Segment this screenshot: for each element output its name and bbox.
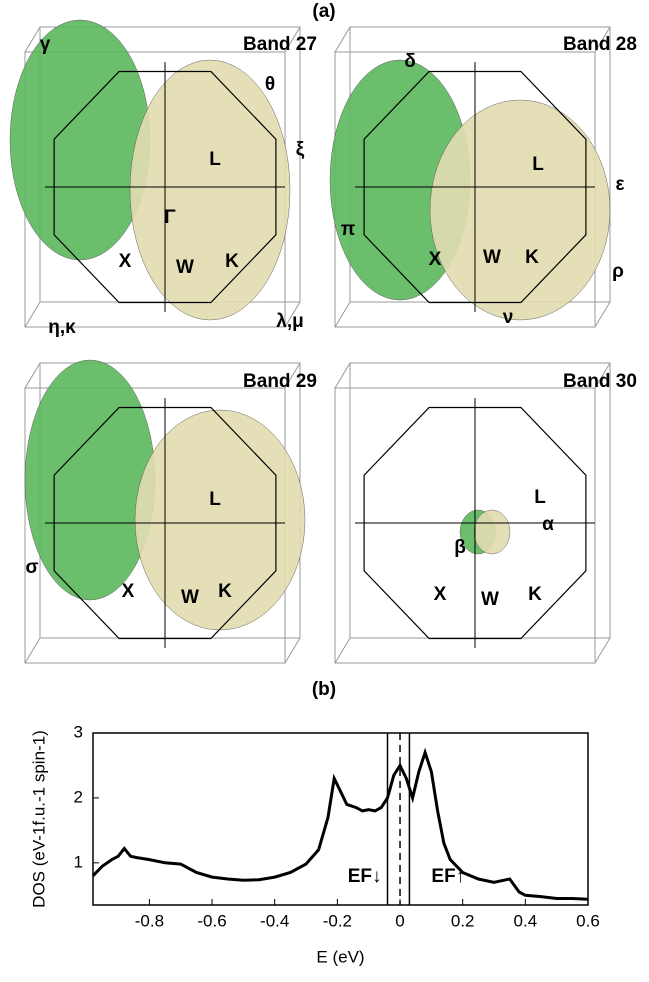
symmetry-label: L	[532, 154, 544, 175]
symmetry-label: Γ	[164, 207, 176, 228]
panel-edge	[334, 301, 351, 328]
panel-edge	[24, 26, 41, 53]
symmetry-label: X	[122, 581, 135, 602]
panel-title: Band 27	[243, 34, 317, 55]
panel-title: Band 29	[243, 371, 317, 392]
symmetry-label: X	[434, 584, 447, 605]
y-tick-label: 3	[74, 722, 83, 741]
panel-edge	[24, 301, 41, 328]
panel-edge	[334, 637, 351, 664]
panel-edge	[284, 362, 301, 389]
y-axis-label: DOS (eV-1f.u.-1 spin-1)	[29, 730, 48, 908]
y-tick-label: 2	[74, 787, 83, 806]
symmetry-label: K	[525, 247, 539, 268]
symmetry-label: L	[209, 149, 221, 170]
symmetry-label: θ	[265, 74, 275, 95]
panel-a-label: (a)	[312, 1, 335, 22]
panel-b-label: (b)	[312, 679, 336, 700]
symmetry-label: W	[181, 587, 199, 608]
brillouin-zone	[53, 406, 277, 640]
symmetry-label: λ,μ	[276, 311, 303, 332]
brillouin-zone	[363, 70, 587, 304]
dos-line	[91, 747, 589, 901]
symmetry-label: K	[218, 581, 232, 602]
panel-edge	[594, 637, 611, 664]
panel-title: Band 30	[563, 371, 637, 392]
panel-edge	[284, 26, 301, 53]
panel-edge	[594, 362, 611, 389]
symmetry-label: ξ	[296, 139, 305, 160]
x-tick-label: -0.2	[323, 911, 352, 930]
symmetry-label: β	[454, 537, 466, 558]
x-tick-label: 0.2	[451, 911, 475, 930]
fermi-surface	[24, 359, 156, 601]
symmetry-label: ε	[615, 174, 624, 195]
x-tick-label: 0.4	[514, 911, 538, 930]
x-tick-label: -0.6	[197, 911, 226, 930]
symmetry-label: W	[176, 257, 194, 278]
x-axis-label: E (eV)	[316, 947, 364, 966]
symmetry-label: X	[429, 249, 442, 270]
fermi-surface	[129, 59, 291, 321]
fermi-label: EF↓	[348, 866, 382, 887]
brillouin-zone	[363, 406, 587, 640]
y-tick-label: 1	[74, 852, 83, 871]
symmetry-label: X	[119, 251, 132, 272]
x-tick-label: 0.6	[576, 911, 600, 930]
symmetry-label: α	[542, 514, 554, 535]
symmetry-label: π	[341, 219, 356, 240]
panel-title: Band 28	[563, 34, 637, 55]
fermi-surface	[473, 509, 511, 555]
panel-edge	[24, 362, 41, 389]
panel-edge	[334, 26, 351, 53]
x-tick-label: 0	[395, 911, 404, 930]
symmetry-label: ρ	[612, 261, 624, 282]
panel-edge	[24, 637, 41, 664]
fermi-surface	[429, 99, 611, 321]
panel-edge	[594, 301, 611, 328]
symmetry-label: L	[209, 489, 221, 510]
symmetry-label: σ	[26, 557, 39, 578]
fermi-surface	[9, 19, 151, 261]
fermi-surface	[134, 409, 306, 631]
panel-box	[334, 387, 596, 664]
symmetry-label: W	[481, 589, 499, 610]
symmetry-label: η,κ	[48, 317, 76, 338]
symmetry-label: K	[528, 584, 542, 605]
panel-edge	[284, 301, 301, 328]
panel-edge	[594, 26, 611, 53]
symmetry-label: W	[483, 247, 501, 268]
symmetry-label: L	[534, 487, 546, 508]
plot-frame	[92, 732, 589, 906]
brillouin-zone	[53, 70, 277, 304]
symmetry-label: K	[225, 251, 239, 272]
fermi-label: EF↑	[431, 866, 465, 887]
symmetry-label: ν	[503, 307, 514, 328]
panel-edge	[284, 637, 301, 664]
symmetry-label: δ	[404, 51, 416, 72]
panel-edge	[334, 362, 351, 389]
symmetry-label: γ	[40, 34, 51, 55]
x-tick-label: -0.4	[260, 911, 289, 930]
x-tick-label: -0.8	[135, 911, 164, 930]
